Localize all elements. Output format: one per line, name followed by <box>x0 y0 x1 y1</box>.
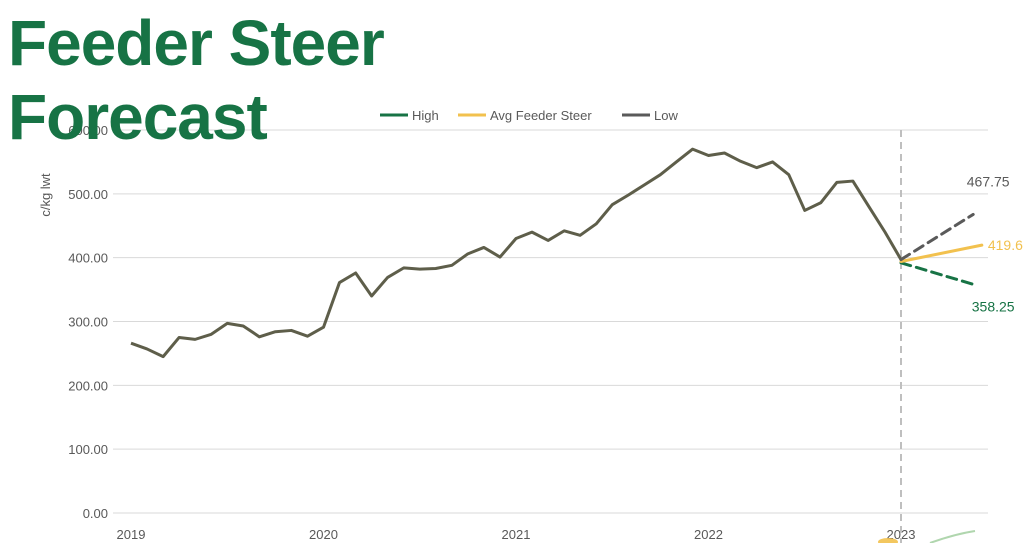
y-tick-label: 500.00 <box>68 187 108 202</box>
x-axis-ticks: 2019 2020 2021 2022 2023 <box>117 527 916 542</box>
page-title-line1: Feeder Steer <box>8 7 385 79</box>
y-tick-label: 600.00 <box>68 123 108 138</box>
legend-entry: Avg Feeder Steer <box>490 108 592 123</box>
y-tick-label: 200.00 <box>68 378 108 393</box>
gridlines <box>113 129 988 514</box>
forecast-line-high <box>899 261 975 286</box>
y-tick-label: 400.00 <box>68 251 108 266</box>
end-label: 358.25 <box>972 298 1015 314</box>
y-tick-label: 100.00 <box>68 442 108 457</box>
y-axis-ticks: 0.00 100.00 200.00 300.00 400.00 500.00 600.00 <box>68 123 108 521</box>
y-axis-label: c/kg lwt <box>38 173 53 217</box>
decorative-blur <box>878 530 976 543</box>
end-label: 419.6 <box>988 237 1023 253</box>
legend: High Avg Feeder Steer Low <box>380 108 678 123</box>
legend-entry: Low <box>654 108 678 123</box>
end-labels: 358.25 419.6 467.75 <box>967 173 1023 314</box>
legend-entry: High <box>412 108 439 123</box>
y-tick-label: 0.00 <box>83 506 108 521</box>
page-title: Feeder Steer Forecast <box>8 6 385 154</box>
forecast-line-avg-feeder-steer <box>899 243 984 263</box>
page-title-line2: Forecast <box>8 81 268 153</box>
x-tick-label: 2022 <box>694 527 723 542</box>
x-tick-label: 2023 <box>887 527 916 542</box>
forecast-line-low <box>899 212 975 262</box>
x-tick-label: 2020 <box>309 527 338 542</box>
y-tick-label: 300.00 <box>68 315 108 330</box>
end-label: 467.75 <box>967 173 1010 189</box>
x-tick-label: 2019 <box>117 527 146 542</box>
series-lines <box>130 130 984 543</box>
x-tick-label: 2021 <box>502 527 531 542</box>
history-line <box>130 147 903 359</box>
